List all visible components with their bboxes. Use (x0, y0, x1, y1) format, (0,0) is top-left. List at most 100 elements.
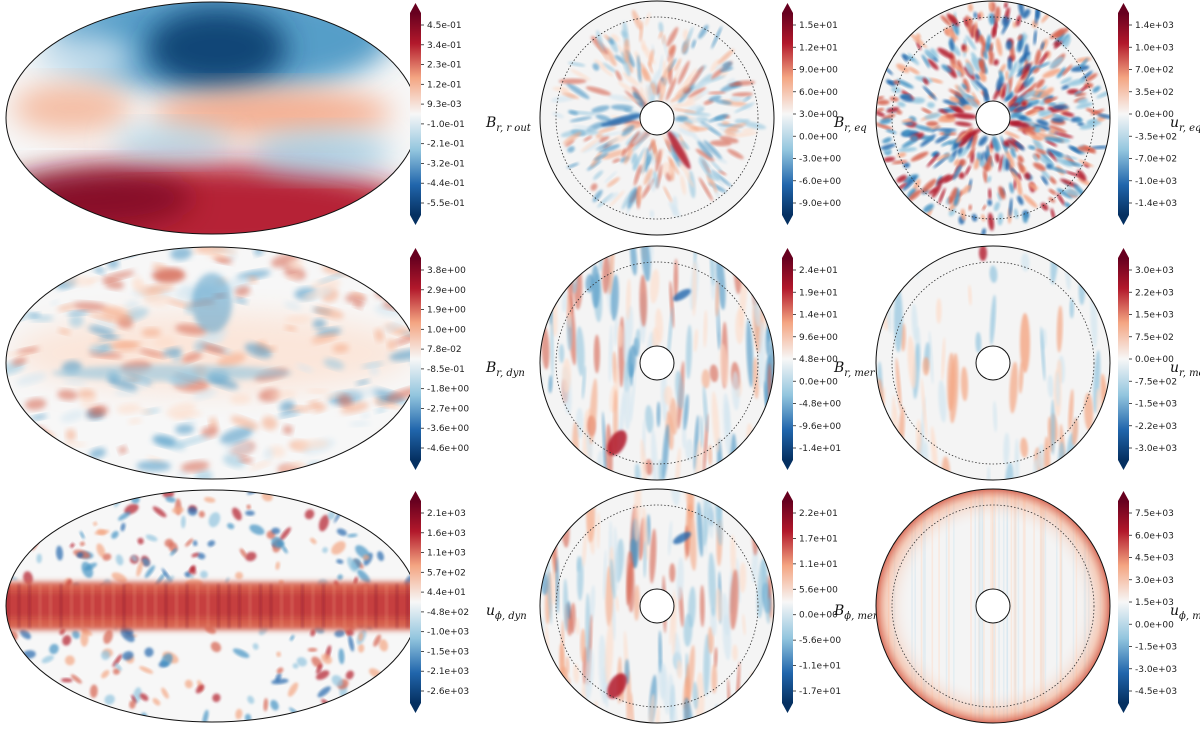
dotted-radius-circle (891, 504, 1095, 708)
colorbar-tick-label: -3.0e+03 (1135, 444, 1177, 454)
colorbar-tick-label: 4.8e+00 (799, 355, 838, 365)
outer-boundary (875, 245, 1111, 481)
colorbar-tick-label: 1.0e+03 (1135, 43, 1174, 53)
colorbar-tick-label: 2.2e+01 (799, 509, 838, 519)
colorbar-tick-label: 2.1e+03 (427, 509, 466, 519)
colorbar-tick-label: 3.5e+02 (1135, 88, 1174, 98)
colorbar-tick-label: -1.5e+03 (427, 647, 469, 657)
colorbar-tick-label: 7.5e+03 (1135, 509, 1174, 519)
colorbar-tick-label: 2.3e-01 (427, 61, 462, 71)
colorbar-tick-label: -4.8e+02 (427, 608, 469, 618)
panel-variable-label: ur, mer (1170, 360, 1200, 379)
colorbar: 1.5e+01 1.2e+01 9.0e+00 6.0e+00 3.0e+00 0.0e+… (782, 3, 841, 225)
panel-variable-label: Bϕ, mer (833, 603, 879, 622)
outer-boundary (875, 0, 1111, 236)
colorbar-tick-label: 5.7e+02 (427, 568, 466, 578)
panel-uphi-mer: 7.5e+03 6.0e+03 4.5e+03 3.0e+03 1.5e+03 0.0e+… (875, 488, 1200, 724)
panel-ur-eq: 1.4e+03 1.0e+03 7.0e+02 3.5e+02 0.0e+00 -3.5e… (875, 0, 1200, 236)
outer-boundary (875, 488, 1111, 724)
colorbar-tick-label: 2.2e+03 (1135, 288, 1174, 298)
colorbar-tick-label: 0.0e+00 (1135, 355, 1174, 365)
panel-variable-label: Br, eq (833, 115, 867, 134)
colorbar-tick-label: 1.1e+03 (427, 549, 466, 559)
hammer-projection-map (6, 2, 418, 234)
inner-core (975, 588, 1011, 624)
colorbar-tick-label: -3.0e+00 (799, 155, 841, 165)
dotted-radius-circle (555, 16, 759, 220)
colorbar-tick-label: 7.0e+02 (1135, 66, 1174, 76)
colorbar-tick-label: 2.4e+01 (799, 266, 838, 276)
colorbar-tick-label: 5.6e+00 (799, 585, 838, 595)
panel-uphi-dyn: 2.1e+03 1.6e+03 1.1e+03 5.7e+02 4.4e+01 -4.8e… (5, 489, 527, 723)
colorbar-tick-label: -1.0e-01 (427, 120, 465, 130)
colorbar-tick-label: 3.0e+03 (1135, 266, 1174, 276)
panel-variable-label: uϕ, mer (1170, 603, 1200, 622)
inner-core (639, 345, 675, 381)
colorbar-tick-label: 3.8e+00 (427, 266, 466, 276)
outer-boundary (539, 488, 775, 724)
panel-br-eq: 1.5e+01 1.2e+01 9.0e+00 6.0e+00 3.0e+00 0.0e+… (539, 0, 867, 236)
colorbar: 2.4e+01 1.9e+01 1.4e+01 9.6e+00 4.8e+00 0.0e+… (782, 248, 841, 470)
colorbar-tick-label: 3.4e-01 (427, 41, 462, 51)
colorbar-tick-label: 4.5e+03 (1135, 554, 1174, 564)
colorbar-tick-label: -2.1e+03 (427, 667, 469, 677)
colorbar: 2.1e+03 1.6e+03 1.1e+03 5.7e+02 4.4e+01 -4.8e… (410, 491, 469, 713)
panel-br-rout: 4.5e-01 3.4e-01 2.3e-01 1.2e-01 9.3e-03 -1.0e… (5, 1, 532, 235)
colorbar-tick-label: -7.0e+02 (1135, 155, 1177, 165)
colorbar-tick-label: -2.2e+03 (1135, 422, 1177, 432)
colorbar-tick-label: -1.1e+01 (799, 662, 841, 672)
hammer-projection-map (6, 247, 418, 479)
colorbar-tick-label: 2.9e+00 (427, 286, 466, 296)
panel-variable-label: Br, mer (833, 360, 876, 379)
colorbar-tick-label: -8.5e-01 (427, 365, 465, 375)
inner-core (639, 100, 675, 136)
colorbar: 2.2e+01 1.7e+01 1.1e+01 5.6e+00 0.0e+00 -5.6e… (782, 491, 841, 713)
panel-br-mer: 2.4e+01 1.9e+01 1.4e+01 9.6e+00 4.8e+00 0.0e+… (539, 245, 876, 481)
colorbar-tick-label: 1.5e+03 (1135, 311, 1174, 321)
panel-variable-label: Br, r out (485, 115, 532, 134)
colorbar-tick-label: 1.2e+01 (799, 43, 838, 53)
colorbar-tick-label: -6.0e+00 (799, 177, 841, 187)
colorbar-tick-label: 1.5e+01 (799, 21, 838, 31)
colorbar-tick-label: 1.9e+00 (427, 306, 466, 316)
colorbar-tick-label: 0.0e+00 (799, 377, 838, 387)
colorbar-tick-label: -3.6e+00 (427, 424, 469, 434)
colorbar-tick-label: -1.8e+00 (427, 385, 469, 395)
colorbar-tick-label: -1.5e+03 (1135, 400, 1177, 410)
colorbar-tick-label: 6.0e+00 (799, 88, 838, 98)
colorbar-tick-label: 1.1e+01 (799, 560, 838, 570)
colorbar-tick-label: 9.0e+00 (799, 66, 838, 76)
colorbar-tick-label: 1.0e+00 (427, 325, 466, 335)
colorbar-tick-label: -7.5e+02 (1135, 377, 1177, 387)
colorbar-tick-label: -4.8e+00 (799, 400, 841, 410)
colorbar-tick-label: -1.4e+03 (1135, 199, 1177, 209)
colorbar-tick-label: 0.0e+00 (799, 132, 838, 142)
colorbar-tick-label: -1.0e+03 (1135, 177, 1177, 187)
colorbar-tick-label: -9.0e+00 (799, 199, 841, 209)
colorbar-tick-label: 1.7e+01 (799, 534, 838, 544)
colorbar-tick-label: -1.0e+03 (427, 628, 469, 638)
colorbar-tick-label: -5.6e+00 (799, 636, 841, 646)
colorbar-tick-label: -3.5e+02 (1135, 132, 1177, 142)
colorbar-tick-label: -5.5e-01 (427, 199, 465, 209)
dotted-radius-circle (555, 504, 759, 708)
dotted-radius-circle (555, 261, 759, 465)
colorbar-tick-label: 7.5e+02 (1135, 333, 1174, 343)
inner-core (975, 100, 1011, 136)
colorbar-tick-label: -2.7e+00 (427, 404, 469, 414)
colorbar: 3.8e+00 2.9e+00 1.9e+00 1.0e+00 7.8e-02 -8.5e… (410, 248, 469, 470)
dotted-radius-circle (891, 16, 1095, 220)
colorbar-tick-label: -1.4e+01 (799, 444, 841, 454)
colorbar-tick-label: -4.6e+00 (427, 444, 469, 454)
colorbar-tick-label: -1.7e+01 (799, 687, 841, 697)
dotted-radius-circle (891, 261, 1095, 465)
colorbar-tick-label: 7.8e-02 (427, 345, 462, 355)
panel-ur-mer: 3.0e+03 2.2e+03 1.5e+03 7.5e+02 0.0e+00 -7.5e… (875, 245, 1200, 481)
colorbar-tick-label: 0.0e+00 (1135, 110, 1174, 120)
colorbar-tick-label: 1.5e+03 (1135, 598, 1174, 608)
panel-bphi-mer: 2.2e+01 1.7e+01 1.1e+01 5.6e+00 0.0e+00 -5.6e… (539, 488, 879, 724)
colorbar-tick-label: -3.0e+03 (1135, 665, 1177, 675)
outer-boundary (539, 245, 775, 481)
